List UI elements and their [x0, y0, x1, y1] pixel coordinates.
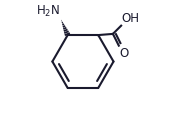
Text: OH: OH: [122, 12, 140, 25]
Text: H$_2$N: H$_2$N: [36, 4, 60, 19]
Text: O: O: [119, 47, 129, 60]
